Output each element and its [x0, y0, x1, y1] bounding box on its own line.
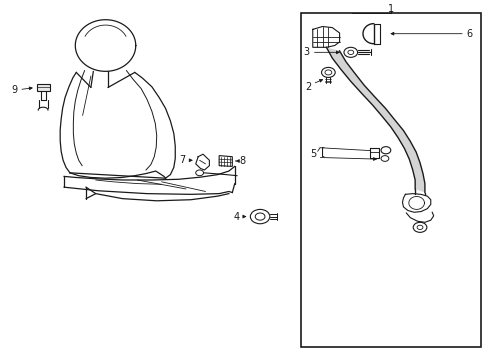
Text: 9: 9	[12, 85, 18, 95]
Text: 8: 8	[239, 156, 245, 166]
Text: [: [	[320, 146, 325, 156]
Text: 7: 7	[179, 155, 184, 165]
Text: 5: 5	[310, 149, 316, 159]
Polygon shape	[219, 156, 232, 166]
Text: 4: 4	[233, 212, 239, 221]
Text: 1: 1	[387, 4, 393, 14]
Bar	[37, 84, 50, 91]
Polygon shape	[326, 47, 424, 193]
Bar	[300, 13, 480, 347]
Text: 6: 6	[466, 29, 471, 39]
Text: 3: 3	[303, 47, 309, 57]
Text: 2: 2	[305, 82, 311, 92]
